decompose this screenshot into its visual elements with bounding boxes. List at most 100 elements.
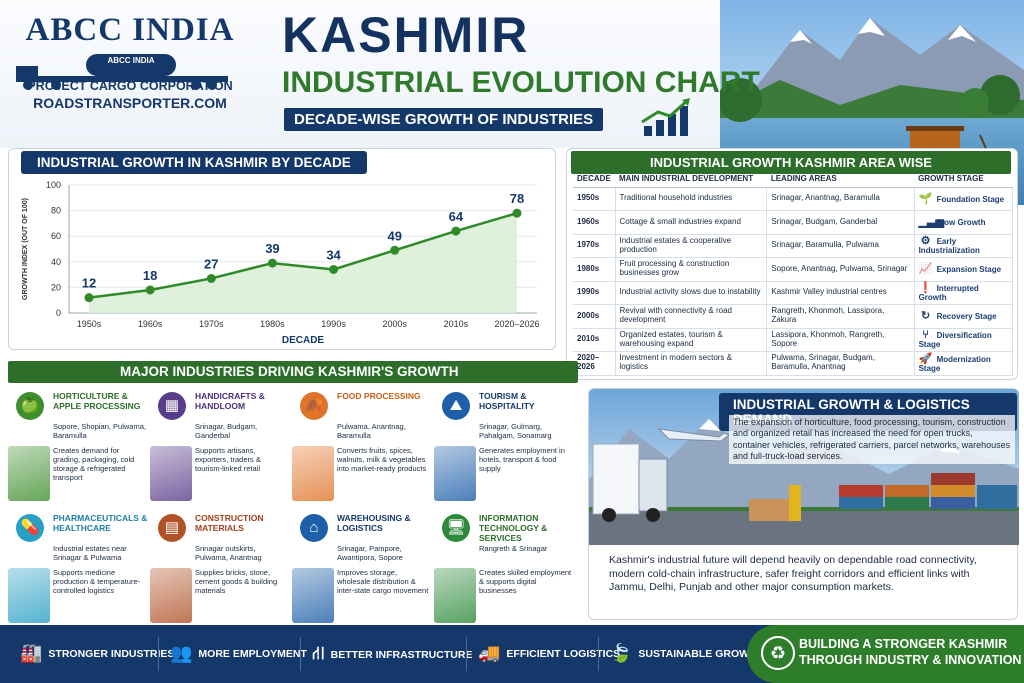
footer-cta-text: BUILDING A STRONGER KASHMIR THROUGH INDU… (799, 637, 1021, 668)
growth-chart: 0 20 40 60 80 100 12 1950s 18 1960s 27 1970s 39 1980s… (22, 180, 540, 346)
row-development: Investment in modern sectors & logistics (615, 351, 768, 376)
industry-title: PHARMACEUTICALS & HEALTHCARE (53, 513, 148, 533)
x-tick-label: 2000s (382, 319, 407, 329)
industry-title: INFORMATION TECHNOLOGY & SERVICES (479, 513, 548, 543)
table-row: 2020–2026 Investment in modern sectors & … (573, 351, 1014, 376)
row-decade: 2020–2026 (573, 351, 616, 376)
growth-bars-icon (641, 98, 690, 136)
industry-description: Supports medicine production & temperatu… (53, 568, 141, 595)
row-areas: Lassipora, Khonmoh, Rangreth, Sopore (766, 328, 915, 352)
row-development: Revival with connectivity & road develop… (615, 304, 768, 329)
warehouse-icon: ⌂ (300, 514, 328, 542)
row-development: Traditional household industries (615, 187, 768, 211)
row-areas: Srinagar, Anantnag, Baramulla (766, 187, 915, 211)
industry-areas: Rangreth & Srinagar (479, 544, 548, 553)
data-point (512, 208, 522, 218)
header-areas: LEADING AREAS (766, 171, 915, 188)
industry-photo (8, 446, 50, 501)
data-label: 18 (143, 268, 157, 283)
industry-card: 🍂 FOOD PROCESSING Pulwama, Anantnag, Baram… (292, 388, 434, 505)
table-row: 1990s Industrial activity slows due to in… (573, 281, 1014, 305)
gear-icon: ⚙ (920, 235, 931, 248)
data-point (390, 245, 400, 255)
footer-item-label: BETTER INFRASTRUCTURE (330, 649, 473, 661)
row-areas: Srinagar, Budgam, Ganderbal (766, 210, 915, 235)
row-decade: 2010s (573, 328, 616, 352)
footer-divider (466, 637, 467, 671)
y-tick-label: 100 (46, 180, 61, 190)
footer-cta-line1: BUILDING A STRONGER KASHMIR (799, 637, 1008, 651)
data-point (267, 258, 277, 268)
row-stage-label: Diversification Stage (918, 331, 992, 350)
row-stage: ▁▃▅Slow Growth (914, 210, 1014, 235)
industry-photo (150, 568, 192, 623)
row-areas: Sopore, Anantnag, Pulwama, Srinagar (766, 257, 915, 282)
road-icon: ⛙ (312, 643, 325, 663)
industry-areas: Pulwama, Anantnag, Baramulla (337, 422, 406, 440)
truck-icon: 🚚 (478, 643, 501, 663)
row-stage-label: Early Industrialization (918, 237, 980, 256)
industry-areas: Srinagar, Pampore, Awantipora, Sopore (337, 544, 403, 562)
y-tick-label: 40 (51, 257, 61, 267)
industry-description: Supports artisans, exporters, traders & … (195, 446, 261, 473)
page-title: KASHMIR (282, 7, 530, 63)
logistics-future-text: Kashmir's industrial future will depend … (609, 554, 977, 594)
footer-divider (598, 637, 599, 671)
bricks-icon: ▤ (158, 514, 186, 542)
factory-icon: 🏭 (20, 643, 43, 663)
footer-item-label: EFFICIENT LOGISTICS (506, 647, 621, 660)
y-axis-label: GROWTH INDEX (OUT OF 100) (22, 198, 29, 300)
industry-title: TOURISM & HOSPITALITY (479, 391, 535, 411)
industry-description: Improves storage, wholesale distribution… (337, 568, 429, 595)
industry-title: FOOD PROCESSING (337, 391, 421, 401)
table-row: 2010s Organized estates, tourism & wareho… (573, 328, 1014, 352)
logistics-description: The expansion of horticulture, food proc… (729, 415, 1015, 464)
data-label: 49 (387, 228, 401, 243)
apple-icon: 🍏 (16, 392, 44, 420)
industry-card: ▦ HANDICRAFTS & HANDLOOM Srinagar, Budgam,… (150, 388, 292, 505)
truck-logo-icon: ABCC INDIA (16, 54, 228, 90)
data-point (84, 293, 94, 303)
industry-title: CONSTRUCTION MATERIALS (195, 513, 264, 533)
footer-cta-line2: THROUGH INDUSTRY & INNOVATION (799, 652, 1022, 667)
row-stage-label: Recovery Stage (936, 312, 997, 322)
rocket-icon: 🚀 (918, 352, 933, 365)
y-tick-label: 60 (51, 231, 61, 241)
industry-title: HORTICULTURE & APPLE PROCESSING (53, 391, 141, 411)
x-tick-label: 1960s (138, 319, 163, 329)
industry-photo (292, 446, 334, 501)
row-stage-label: Modernization Stage (918, 354, 991, 373)
row-stage: ⑂ Diversification Stage (914, 328, 1014, 352)
table-row: 1980s Fruit processing & construction bus… (573, 257, 1014, 282)
footer-item: 🍃 SUSTAINABLE GROWTH (610, 643, 763, 664)
footer-cta: ♻ BUILDING A STRONGER KASHMIR THROUGH IN… (747, 625, 1024, 683)
footer-item-label: SUSTAINABLE GROWTH (638, 647, 764, 660)
brand-name: ABCC INDIA (25, 12, 235, 48)
footer-item: ⛙ BETTER INFRASTRUCTURE (312, 643, 472, 667)
row-areas: Kashmir Valley industrial centres (766, 281, 915, 305)
row-decade: 1950s (573, 187, 616, 211)
industry-card: 💊 PHARMACEUTICALS & HEALTHCARE Industrial … (8, 510, 150, 627)
area-table-title: INDUSTRIAL GROWTH KASHMIR AREA WISE (571, 151, 1011, 174)
people-icon: 👥 (170, 643, 193, 663)
row-areas: Rangreth, Khonmoh, Lassipora, Zakura (766, 304, 915, 329)
industry-photo (434, 568, 476, 623)
industry-areas: Srinagar, Budgam, Ganderbal (195, 422, 258, 440)
industry-areas: Srinagar outskirts, Pulwama, Anantnag (195, 544, 262, 562)
row-decade: 1980s (573, 257, 616, 282)
data-label: 39 (265, 241, 279, 256)
data-point (145, 285, 155, 295)
x-tick-label: 1990s (321, 319, 346, 329)
industry-photo (292, 568, 334, 623)
logistics-card: INDUSTRIAL GROWTH & LOGISTICS DEMAND The… (588, 388, 1019, 620)
row-decade: 1960s (573, 210, 616, 235)
data-label: 27 (204, 256, 218, 271)
industry-card: 🖥 INFORMATION TECHNOLOGY & SERVICES Rangre… (434, 510, 576, 627)
data-label: 12 (82, 276, 96, 291)
row-stage-label: Expansion Stage (936, 265, 1002, 275)
industry-description: Generates employment in hotels, transpor… (479, 446, 565, 473)
truck-label-line1: ABCC INDIA (107, 56, 154, 65)
table-row: 2000s Revival with connectivity & road de… (573, 304, 1014, 329)
brand-website: ROADSTRANSPORTER.COM (33, 95, 227, 111)
row-stage: ❗ Interrupted Growth (914, 281, 1014, 305)
